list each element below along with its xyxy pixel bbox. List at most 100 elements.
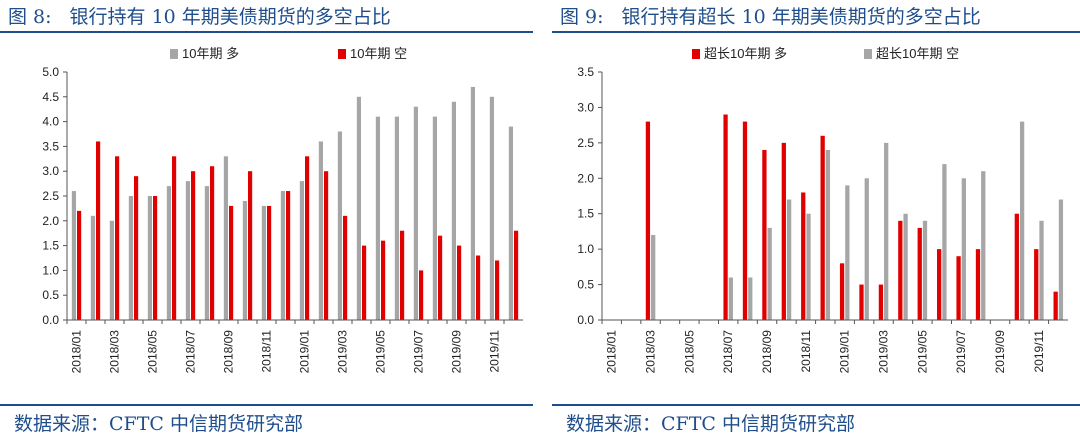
bar-red-2019/02 <box>324 171 329 320</box>
bar-gray-2018/11 <box>806 213 811 320</box>
bar-red-2019/09 <box>457 245 462 320</box>
y-tick-label: 3.0 <box>577 100 594 114</box>
bar-red-2019/08 <box>975 249 981 320</box>
x-tick-label: 2018/11 <box>260 330 274 373</box>
x-tick-label: 2019/11 <box>488 330 502 373</box>
y-tick-label: 5.0 <box>42 65 59 79</box>
figure-9-bottom-rule <box>552 404 1080 406</box>
legend-label: 超长10年期 空 <box>876 46 959 61</box>
x-tick-label: 2018/07 <box>184 330 198 374</box>
bar-gray-2018/10 <box>786 199 792 320</box>
bar-gray-2019/10 <box>1019 121 1025 320</box>
bar-gray-2018/11 <box>261 205 266 320</box>
bar-gray-2019/06 <box>942 164 947 320</box>
y-tick-label: 1.5 <box>42 239 59 253</box>
bar-red-2018/08 <box>210 166 215 320</box>
y-tick-label: 1.0 <box>577 242 594 256</box>
x-tick-label: 2019/07 <box>412 330 426 374</box>
legend-swatch-red <box>692 49 700 59</box>
x-tick-label: 2018/05 <box>682 330 696 374</box>
bar-gray-2019/06 <box>394 116 399 320</box>
bar-gray-2018/06 <box>166 186 171 320</box>
y-tick-label: 0.0 <box>42 313 59 327</box>
bar-red-2018/10 <box>248 171 253 320</box>
bar-gray-2019/07 <box>413 106 418 320</box>
x-tick-label: 2018/07 <box>721 330 735 374</box>
bar-gray-2019/01 <box>845 185 850 320</box>
x-tick-label: 2019/05 <box>915 330 929 374</box>
bar-gray-2018/12 <box>280 191 285 320</box>
x-tick-label: 2019/03 <box>877 330 891 374</box>
bar-red-2018/12 <box>286 191 291 320</box>
bar-gray-2018/09 <box>223 156 228 320</box>
bar-red-2019/10 <box>476 255 481 320</box>
bar-gray-2019/01 <box>299 181 304 320</box>
x-tick-label: 2019/11 <box>1032 330 1046 373</box>
bar-red-2019/07 <box>956 256 961 320</box>
figure-8-panel: 图 8: 银行持有 10 年期美债期货的多空占比 0.0 0.5 1.0 1.5 2.0 2… <box>0 0 533 447</box>
bar-gray-2018/07 <box>728 277 733 320</box>
y-tick-label: 0.5 <box>42 288 59 302</box>
bar-red-2018/09 <box>762 149 767 320</box>
bar-red-2019/12 <box>514 230 519 320</box>
bar-red-2019/11 <box>495 260 500 320</box>
bar-gray-2018/08 <box>204 186 209 320</box>
bar-gray-2018/03 <box>109 220 114 320</box>
y-tick-label: 4.0 <box>42 115 59 129</box>
figure-8-title-text: 银行持有 10 年期美债期货的多空占比 <box>69 6 391 28</box>
y-tick-label: 4.5 <box>42 90 59 104</box>
legend-label: 10年期 空 <box>350 46 407 61</box>
bar-red-2018/04 <box>134 176 139 320</box>
bar-red-2019/03 <box>878 284 884 320</box>
x-tick-label: 2019/09 <box>450 330 464 374</box>
x-tick-label: 2019/09 <box>993 330 1007 374</box>
bar-red-2019/12 <box>1053 291 1058 320</box>
legend-label: 超长10年期 多 <box>704 46 787 61</box>
y-tick-label: 3.5 <box>577 65 594 79</box>
bar-red-2019/06 <box>937 249 942 320</box>
bar-gray-2018/07 <box>185 181 190 320</box>
figure-8-number: 图 8: <box>8 6 52 28</box>
x-tick-label: 2018/03 <box>108 330 122 374</box>
bar-gray-2019/10 <box>470 86 475 320</box>
y-tick-label: 3.5 <box>42 139 59 153</box>
figure-8-chart: 0.0 0.5 1.0 1.5 2.0 2.5 3.0 3.5 4.0 4.5 5.0 2018/01… <box>42 46 523 374</box>
bar-red-2019/08 <box>438 235 443 320</box>
bar-gray-2018/09 <box>767 227 772 320</box>
figure-9-title-text: 银行持有超长 10 年期美债期货的多空占比 <box>621 6 981 28</box>
bar-red-2018/03 <box>645 121 651 320</box>
y-tick-label: 0.0 <box>577 313 594 327</box>
bar-gray-2019/02 <box>864 178 869 320</box>
y-tick-label: 1.5 <box>577 207 594 221</box>
bar-red-2019/05 <box>381 240 386 320</box>
bar-red-2018/03 <box>115 156 120 320</box>
figure-8-top-rule <box>0 31 533 33</box>
bar-gray-2019/11 <box>1039 220 1044 320</box>
bar-red-2019/05 <box>917 227 922 320</box>
bar-red-2018/11 <box>801 192 806 320</box>
y-tick-label: 2.0 <box>42 214 59 228</box>
bar-gray-2019/03 <box>337 131 342 320</box>
bar-gray-2019/12 <box>1058 199 1064 320</box>
bar-gray-2019/04 <box>356 96 361 320</box>
figure-9-panel: 图 9: 银行持有超长 10 年期美债期货的多空占比 0.0 0.5 1.0 1.5 2.… <box>552 0 1080 447</box>
bar-gray-2018/08 <box>748 277 753 320</box>
bar-gray-2018/04 <box>128 196 133 320</box>
bar-red-2018/09 <box>229 205 234 320</box>
bar-red-2018/07 <box>191 171 196 320</box>
bar-gray-2018/02 <box>90 215 95 320</box>
legend-swatch-red <box>338 49 346 59</box>
bar-gray-2018/10 <box>242 200 247 320</box>
bar-gray-2019/05 <box>922 220 928 320</box>
bar-gray-2019/12 <box>508 126 513 320</box>
bar-red-2018/06 <box>172 156 177 320</box>
bar-red-2018/08 <box>742 121 748 320</box>
figure-8-title: 图 8: 银行持有 10 年期美债期货的多空占比 <box>8 2 391 29</box>
bar-gray-2019/11 <box>489 96 494 320</box>
bar-gray-2019/05 <box>375 116 380 320</box>
bar-red-2018/12 <box>820 135 825 320</box>
bar-gray-2019/07 <box>961 178 966 320</box>
x-tick-label: 2018/01 <box>605 330 619 374</box>
bar-gray-2019/03 <box>884 142 889 320</box>
bar-red-2018/05 <box>153 196 158 320</box>
